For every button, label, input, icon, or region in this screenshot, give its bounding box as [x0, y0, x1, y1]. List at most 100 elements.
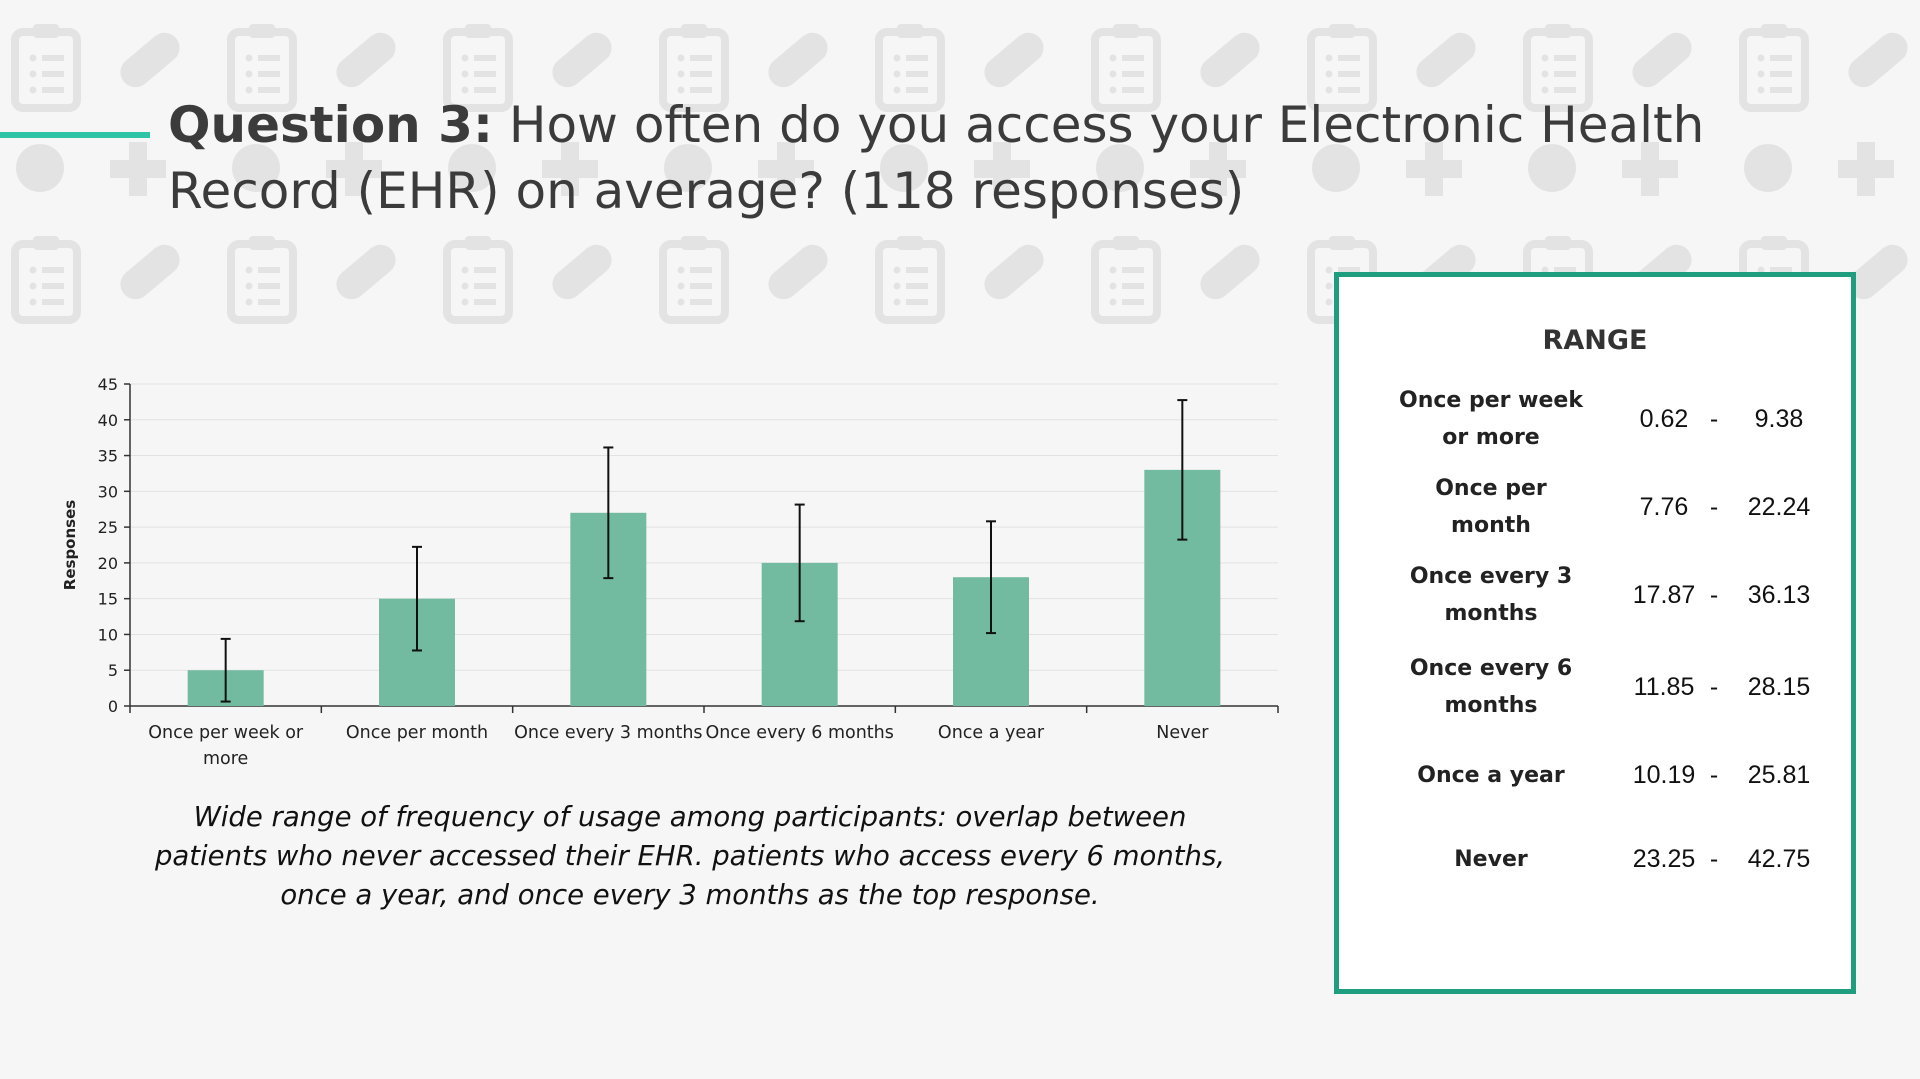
y-tick-label: 25 [98, 518, 118, 537]
clipboard-icon [11, 236, 81, 324]
pill-icon [1528, 144, 1576, 192]
clipboard-icon [875, 24, 945, 112]
y-tick-label: 30 [98, 482, 118, 501]
clipboard-icon [659, 24, 729, 112]
range-high-value: 36.13 [1747, 580, 1811, 609]
pill-icon [1632, 32, 1692, 88]
pill-icon [448, 144, 496, 192]
y-axis-label: Responses [61, 500, 79, 590]
range-row: Once every 3 months 17.87-36.13 [1339, 555, 1851, 635]
clipboard-icon [227, 236, 297, 324]
plus-icon [974, 142, 1030, 196]
chart-caption: Wide range of frequency of usage among p… [154, 801, 1226, 911]
clipboard-icon [1523, 24, 1593, 112]
pill-icon [336, 244, 396, 300]
pill-icon [880, 144, 928, 192]
range-row: Once per week or more 0.62- 9.38 [1339, 379, 1851, 459]
question-number: Question 3: [168, 96, 493, 154]
range-low-value: 23.25 [1632, 844, 1696, 873]
pill-icon [16, 144, 64, 192]
pill-icon [120, 32, 180, 88]
pill-icon [1312, 144, 1360, 192]
range-row: Once per month 7.76-22.24 [1339, 467, 1851, 547]
range-separator: - [1709, 580, 1719, 609]
range-separator: - [1709, 844, 1719, 873]
y-tick-label: 0 [108, 697, 118, 716]
question-text: How often do you access your Electronic … [168, 96, 1705, 220]
range-label: Once per month [1435, 476, 1547, 538]
pill-icon [1848, 244, 1908, 300]
y-tick-label: 45 [98, 375, 118, 394]
y-tick-label: 15 [98, 590, 118, 609]
x-tick-label: Once per month [346, 723, 488, 743]
pill-icon [1744, 144, 1792, 192]
range-title: RANGE [1542, 325, 1648, 356]
range-low-value: 0.62 [1639, 404, 1689, 433]
range-high-value: 42.75 [1747, 844, 1811, 873]
plus-icon [1622, 142, 1678, 196]
plus-icon [1838, 142, 1894, 196]
pill-icon [664, 144, 712, 192]
range-row: Once every 6 months 11.85-28.15 [1339, 647, 1851, 727]
plus-icon [542, 142, 598, 196]
range-row: Once a year 10.19-25.81 [1339, 735, 1851, 815]
clipboard-icon [1091, 236, 1161, 324]
range-separator: - [1709, 404, 1719, 433]
plus-icon [326, 142, 382, 196]
pill-icon [1096, 144, 1144, 192]
range-high-value: 9.38 [1754, 404, 1804, 433]
clipboard-icon [11, 24, 81, 112]
range-label: Never [1454, 846, 1528, 872]
range-label: Once every 6 months [1409, 656, 1573, 718]
range-label: Once a year [1417, 762, 1565, 788]
pill-icon [232, 144, 280, 192]
range-separator: - [1709, 760, 1719, 789]
pill-icon [1848, 32, 1908, 88]
pill-icon [1416, 32, 1476, 88]
range-low-value: 10.19 [1632, 760, 1696, 789]
pill-icon [336, 32, 396, 88]
clipboard-icon [443, 236, 513, 324]
range-low-value: 7.76 [1639, 492, 1689, 521]
range-high-value: 25.81 [1747, 760, 1811, 789]
x-tick-label: Once a year [938, 723, 1045, 743]
y-tick-label: 20 [98, 554, 118, 573]
plus-icon [110, 142, 166, 196]
pill-icon [1200, 244, 1260, 300]
accent-line [0, 132, 150, 138]
pill-icon [984, 32, 1044, 88]
pill-icon [552, 32, 612, 88]
x-tick-label: Once per week or [148, 723, 304, 743]
pill-icon [768, 244, 828, 300]
range-low-value: 17.87 [1632, 580, 1696, 609]
clipboard-icon [1307, 24, 1377, 112]
y-tick-label: 40 [98, 411, 118, 430]
clipboard-icon [227, 24, 297, 112]
range-label: Once every 3 months [1409, 564, 1573, 626]
y-tick-label: 5 [108, 661, 118, 680]
range-separator: - [1709, 492, 1719, 521]
x-tick-label: Once every 3 months [514, 723, 702, 743]
plus-icon [758, 142, 814, 196]
y-tick-label: 10 [98, 625, 118, 644]
range-high-value: 28.15 [1747, 672, 1811, 701]
slide-title: Question 3: How often do you access your… [168, 92, 1868, 224]
y-tick-label: 35 [98, 447, 118, 466]
plus-icon [1406, 142, 1462, 196]
range-row: Never 23.25-42.75 [1339, 819, 1851, 899]
clipboard-icon [1739, 24, 1809, 112]
pill-icon [552, 244, 612, 300]
x-tick-label: Never [1156, 723, 1209, 743]
clipboard-icon [659, 236, 729, 324]
range-separator: - [1709, 672, 1719, 701]
range-panel: RANGE Once per week or more 0.62-9.38 Once… [1334, 272, 1856, 994]
range-high-value: 22.24 [1747, 492, 1811, 521]
range-low-value: 11.85 [1633, 672, 1695, 701]
clipboard-icon [443, 24, 513, 112]
x-tick-label: more [203, 749, 248, 769]
pill-icon [1200, 32, 1260, 88]
plus-icon [1190, 142, 1246, 196]
pill-icon [984, 244, 1044, 300]
clipboard-icon [1091, 24, 1161, 112]
x-tick-label: Once every 6 months [705, 723, 893, 743]
